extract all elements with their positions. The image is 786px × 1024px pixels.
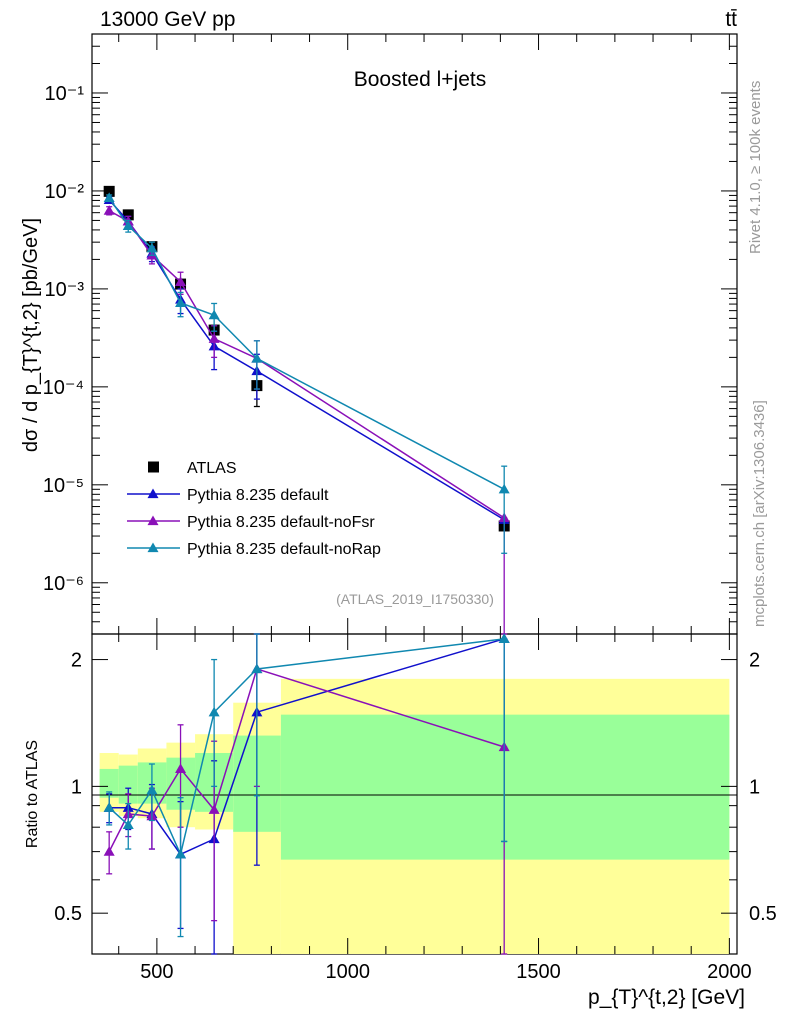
data-point xyxy=(208,309,220,320)
series-2 xyxy=(103,205,510,635)
data-point xyxy=(208,333,220,343)
process-label: tt̄ xyxy=(725,8,737,31)
legend-label: Pythia 8.235 default xyxy=(187,487,329,504)
ratio-data-point xyxy=(208,706,220,717)
ratio-data-point xyxy=(103,846,115,856)
legend-label: Pythia 8.235 default-noRap xyxy=(187,541,381,558)
energy-label: 13000 GeV pp xyxy=(100,8,235,31)
y-tick-label: 10⁻² xyxy=(45,181,85,203)
series-0 xyxy=(103,185,510,532)
y-tick-label: 10⁻⁵ xyxy=(43,475,84,497)
data-point xyxy=(103,205,115,215)
ratio-tick-label: 0.5 xyxy=(54,903,82,925)
legend-marker xyxy=(148,461,159,473)
main-y-ticks: 10⁻⁶ 10⁻⁵ 10⁻⁴ 10⁻³ 10⁻² 10⁻¹ xyxy=(43,33,737,635)
mcplots-label: mcplots.cern.ch [arXiv:1306.3436] xyxy=(751,400,768,627)
ratio-tick-label: 2 xyxy=(71,650,82,672)
legend-marker xyxy=(147,515,159,526)
band-inner-bin xyxy=(280,714,730,860)
data-point xyxy=(122,220,134,230)
data-point xyxy=(175,297,187,307)
main-series xyxy=(103,185,510,635)
ratio-data-point xyxy=(122,819,134,830)
rivet-label: Rivet 4.1.0, ≥ 100k events xyxy=(747,81,764,254)
legend-item: Pythia 8.235 default-noFsr xyxy=(127,514,375,531)
ratio-bands xyxy=(99,678,730,954)
ratio-y-ticks: 0.5 0.5 1 1 2 2 xyxy=(54,650,777,926)
series-line xyxy=(108,209,505,519)
x-tick-label: 500 xyxy=(140,961,173,983)
data-point xyxy=(175,276,187,286)
ratio-series xyxy=(103,633,510,955)
ratio-data-point xyxy=(146,784,158,795)
series-line xyxy=(108,197,505,490)
ratio-tick-label-right: 1 xyxy=(749,776,760,798)
main-y-axis-title: dσ / d p_{T}^{t,2} [pb/GeV] xyxy=(20,218,42,452)
x-axis-title: p_{T}^{t,2} [GeV] xyxy=(588,986,745,1009)
data-point xyxy=(103,192,115,202)
data-point xyxy=(103,185,115,197)
data-point xyxy=(498,483,510,494)
ratio-data-point xyxy=(208,804,220,814)
legend-label: ATLAS xyxy=(187,460,237,477)
series-3 xyxy=(103,192,510,554)
band-inner-bin xyxy=(118,765,138,804)
legend: ATLAS Pythia 8.235 default Pythia 8.235 de… xyxy=(127,460,381,558)
ratio-y-axis-title: Ratio to ATLAS xyxy=(24,740,41,848)
x-tick-label: 1500 xyxy=(516,961,561,983)
legend-item: ATLAS xyxy=(148,460,237,477)
ratio-data-point xyxy=(175,763,187,774)
analysis-label: (ATLAS_2019_I1750330) xyxy=(336,591,494,607)
data-point xyxy=(251,352,263,363)
plot-title: Boosted l+jets xyxy=(354,68,487,91)
band-inner-bin xyxy=(99,768,119,798)
ratio-data-point xyxy=(175,848,187,859)
series-1 xyxy=(103,194,510,524)
x-ticks: 500 1000 1500 2000 xyxy=(118,34,752,983)
ratio-tick-label-right: 2 xyxy=(749,650,760,672)
ratio-series-2 xyxy=(103,633,510,938)
y-tick-label: 10⁻⁴ xyxy=(43,377,84,399)
ratio-data-point xyxy=(103,802,115,812)
legend-item: Pythia 8.235 default xyxy=(127,487,329,504)
legend-marker xyxy=(147,488,159,499)
ratio-data-point xyxy=(498,633,510,643)
y-tick-label: 10⁻¹ xyxy=(45,83,85,105)
x-tick-label: 2000 xyxy=(707,961,752,983)
data-point xyxy=(146,242,158,253)
series-line xyxy=(108,199,505,521)
y-tick-label: 10⁻⁶ xyxy=(43,573,84,595)
legend-label: Pythia 8.235 default-noFsr xyxy=(187,514,375,531)
y-tick-label: 10⁻³ xyxy=(45,279,85,301)
x-tick-label: 1000 xyxy=(325,961,370,983)
legend-marker xyxy=(147,542,159,553)
data-point xyxy=(122,209,134,221)
legend-item: Pythia 8.235 default-noRap xyxy=(127,541,381,558)
ratio-tick-label-right: 0.5 xyxy=(749,903,777,925)
ratio-tick-label: 1 xyxy=(71,776,82,798)
ratio-data-point xyxy=(251,663,263,674)
